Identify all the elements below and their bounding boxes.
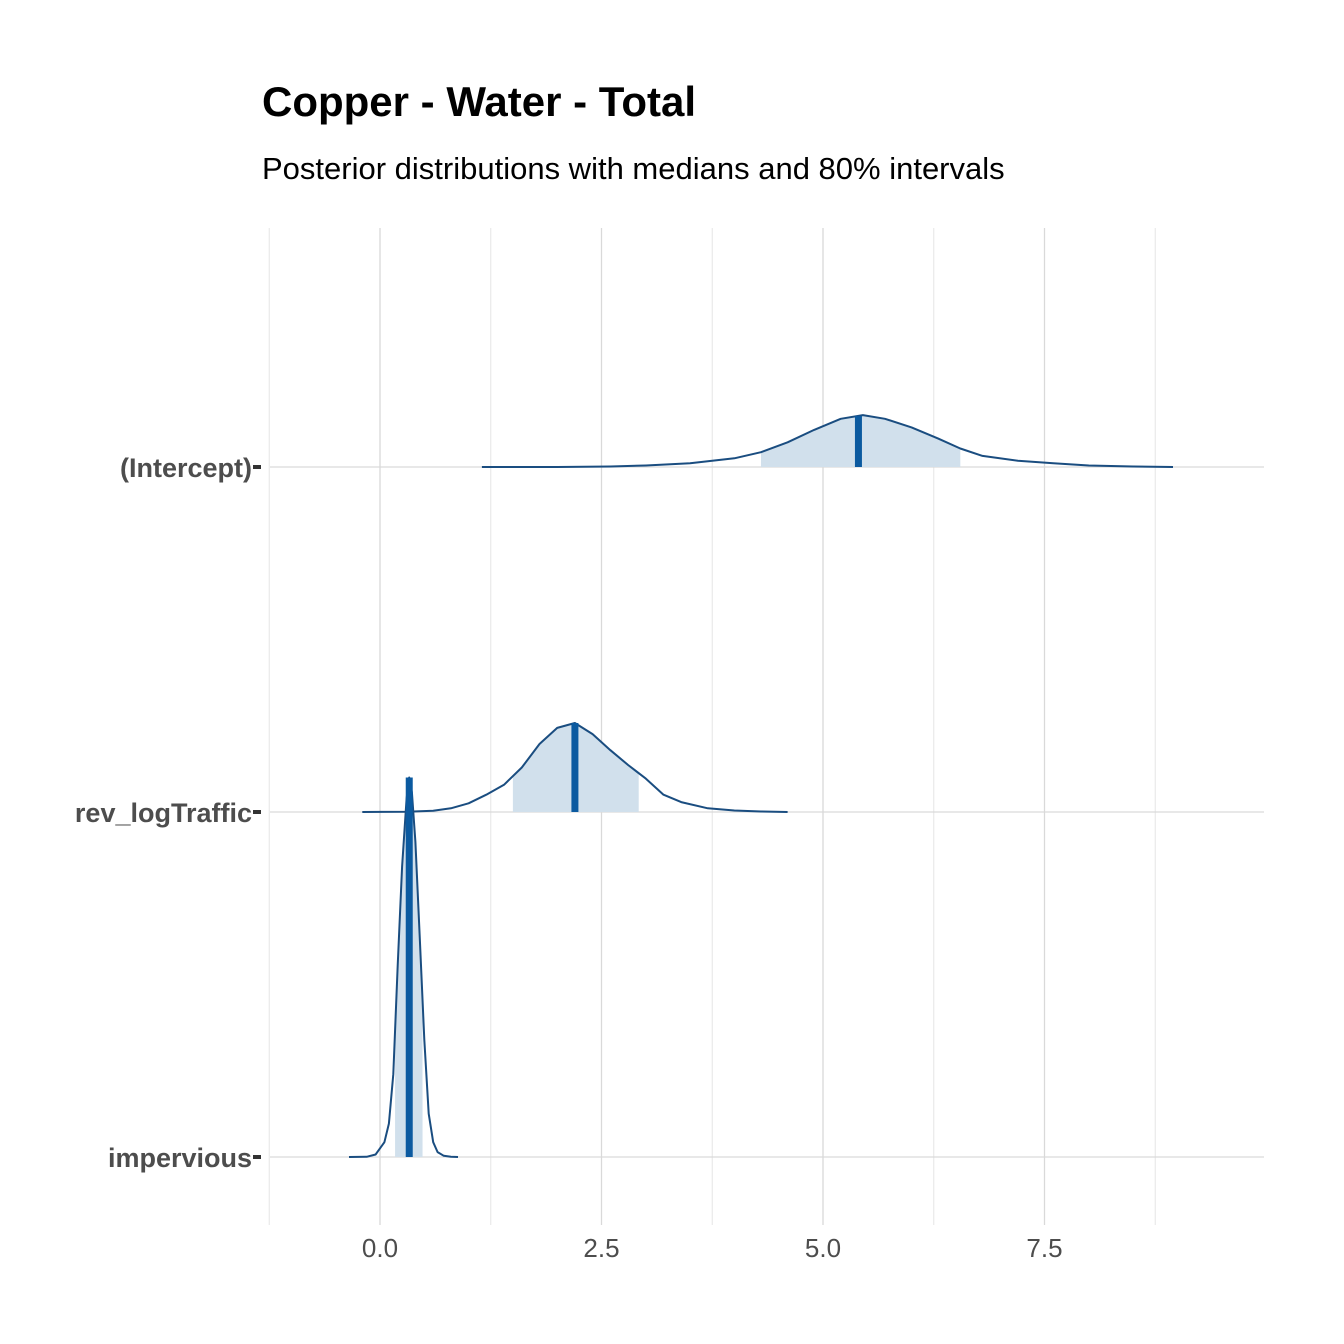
ridge-rev-logtraffic bbox=[362, 722, 788, 813]
density-curve bbox=[481, 414, 1174, 468]
x-tick-label: 0.0 bbox=[362, 1233, 398, 1263]
chart-subtitle: Posterior distributions with medians and… bbox=[262, 151, 1005, 186]
ridges bbox=[348, 414, 1174, 1158]
ridge-intercept bbox=[481, 414, 1174, 468]
grid-lines bbox=[268, 228, 1264, 1225]
chart-title: Copper - Water - Total bbox=[262, 78, 696, 125]
ridge-impervious bbox=[348, 776, 459, 1158]
y-tick-label: (Intercept) bbox=[120, 453, 252, 483]
x-tick-label: 7.5 bbox=[1026, 1233, 1062, 1263]
y-axis: (Intercept) rev_logTraffic impervious bbox=[75, 453, 261, 1173]
x-tick-label: 5.0 bbox=[805, 1233, 841, 1263]
x-tick-label: 2.5 bbox=[583, 1233, 619, 1263]
y-tick-label: rev_logTraffic bbox=[75, 798, 252, 828]
y-tick-label: impervious bbox=[108, 1143, 252, 1173]
x-axis: 0.0 2.5 5.0 7.5 bbox=[362, 1233, 1063, 1263]
